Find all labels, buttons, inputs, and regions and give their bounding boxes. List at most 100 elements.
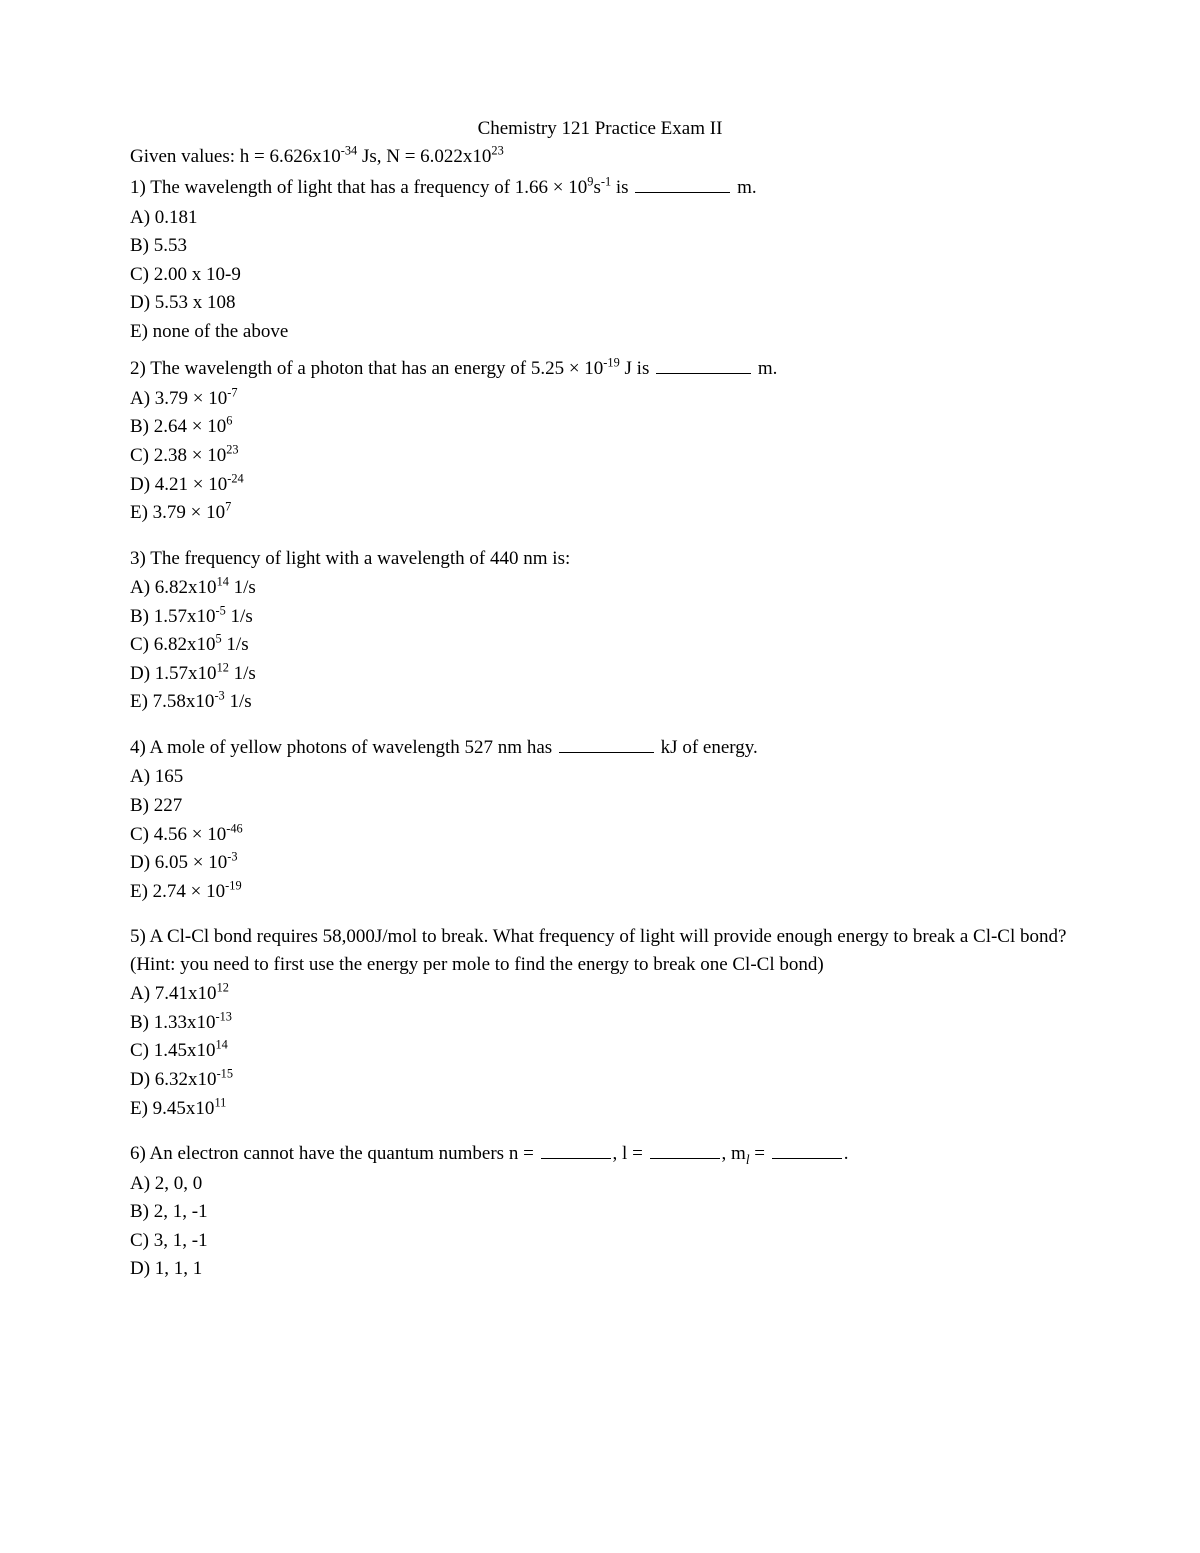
q1-option-c: C) 2.00 x 10-9 (130, 261, 1070, 289)
opt-text: A) 6.82x10 (130, 577, 217, 598)
q4-option-c: C) 4.56 × 10-46 (130, 821, 1070, 849)
q1-text-post2: m. (732, 177, 756, 198)
q6-option-c: C) 3, 1, -1 (130, 1227, 1070, 1255)
q4-option-a: A) 165 (130, 763, 1070, 791)
q5-option-e: E) 9.45x1011 (130, 1095, 1070, 1123)
q4-text: 4) A mole of yellow photons of wavelengt… (130, 737, 557, 758)
blank (656, 356, 751, 374)
opt-exp: 7 (225, 500, 231, 514)
question-5-stem: 5) A Cl-Cl bond requires 58,000J/mol to … (130, 923, 1070, 978)
q6-text-mid1: , l = (613, 1143, 648, 1164)
q1-option-d: D) 5.53 x 108 (130, 289, 1070, 317)
opt-exp: 23 (226, 443, 238, 457)
opt-exp: 6 (226, 414, 232, 428)
q2-option-e: E) 3.79 × 107 (130, 499, 1070, 527)
q6-text-mid3: = (750, 1143, 770, 1164)
q6-option-b: B) 2, 1, -1 (130, 1198, 1070, 1226)
question-6-stem: 6) An electron cannot have the quantum n… (130, 1140, 1070, 1168)
opt-exp: 12 (217, 661, 229, 675)
given-text: Given values: h = 6.626x10 (130, 146, 341, 167)
q4-option-e: E) 2.74 × 10-19 (130, 878, 1070, 906)
q1-exp2: -1 (601, 175, 611, 189)
opt-text: B) 2.64 × 10 (130, 416, 226, 437)
opt-exp: -3 (227, 850, 237, 864)
question-1-stem: 1) The wavelength of light that has a fr… (130, 174, 1070, 202)
q3-option-a: A) 6.82x1014 1/s (130, 574, 1070, 602)
q4-option-b: B) 227 (130, 792, 1070, 820)
opt-text: D) 1.57x10 (130, 663, 217, 684)
q2-option-b: B) 2.64 × 106 (130, 413, 1070, 441)
question-4-stem: 4) A mole of yellow photons of wavelengt… (130, 734, 1070, 762)
opt-post: 1/s (222, 634, 249, 655)
q5-option-b: B) 1.33x10-13 (130, 1009, 1070, 1037)
opt-text: E) 2.74 × 10 (130, 881, 225, 902)
question-1: 1) The wavelength of light that has a fr… (130, 174, 1070, 345)
question-6: 6) An electron cannot have the quantum n… (130, 1140, 1070, 1283)
opt-text: D) 6.05 × 10 (130, 852, 227, 873)
opt-exp: -19 (225, 878, 241, 892)
opt-exp: -15 (217, 1067, 233, 1081)
question-2-stem: 2) The wavelength of a photon that has a… (130, 355, 1070, 383)
question-4: 4) A mole of yellow photons of wavelengt… (130, 734, 1070, 905)
q4-text-post: kJ of energy. (656, 737, 758, 758)
q2-text-post: m. (753, 358, 777, 379)
q3-option-e: E) 7.58x10-3 1/s (130, 688, 1070, 716)
opt-text: D) 6.32x10 (130, 1069, 217, 1090)
blank (541, 1141, 611, 1159)
q3-option-b: B) 1.57x10-5 1/s (130, 603, 1070, 631)
question-2: 2) The wavelength of a photon that has a… (130, 355, 1070, 526)
blank (650, 1141, 720, 1159)
q1-text-post1: is (611, 177, 633, 198)
question-3-stem: 3) The frequency of light with a wavelen… (130, 545, 1070, 573)
opt-exp: -46 (226, 821, 242, 835)
q1-text-mid: s (593, 177, 600, 198)
opt-text: A) 3.79 × 10 (130, 388, 227, 409)
opt-text: B) 1.33x10 (130, 1012, 216, 1033)
q2-option-d: D) 4.21 × 10-24 (130, 471, 1070, 499)
opt-exp: -13 (216, 1010, 232, 1024)
opt-exp: 14 (217, 575, 229, 589)
q5-option-c: C) 1.45x1014 (130, 1037, 1070, 1065)
q1-option-a: A) 0.181 (130, 204, 1070, 232)
q3-option-c: C) 6.82x105 1/s (130, 631, 1070, 659)
page-title: Chemistry 121 Practice Exam II (130, 115, 1070, 143)
q4-option-d: D) 6.05 × 10-3 (130, 849, 1070, 877)
q6-text: 6) An electron cannot have the quantum n… (130, 1143, 539, 1164)
opt-text: D) 4.21 × 10 (130, 474, 227, 495)
opt-text: C) 2.38 × 10 (130, 445, 226, 466)
opt-post: 1/s (229, 577, 256, 598)
q2-text-mid: J is (620, 358, 654, 379)
q2-option-a: A) 3.79 × 10-7 (130, 385, 1070, 413)
opt-text: E) 7.58x10 (130, 691, 214, 712)
q1-text: 1) The wavelength of light that has a fr… (130, 177, 587, 198)
opt-exp: 12 (217, 981, 229, 995)
opt-post: 1/s (226, 606, 253, 627)
opt-exp: 11 (214, 1095, 226, 1109)
opt-exp: -3 (214, 689, 224, 703)
given-text-mid: Js, N = 6.022x10 (357, 146, 491, 167)
given-exp2: 23 (491, 143, 503, 157)
opt-text: A) 7.41x10 (130, 983, 217, 1004)
given-exp1: -34 (341, 143, 357, 157)
q6-option-a: A) 2, 0, 0 (130, 1170, 1070, 1198)
blank (635, 175, 730, 193)
opt-text: E) 3.79 × 10 (130, 502, 225, 523)
q2-text: 2) The wavelength of a photon that has a… (130, 358, 603, 379)
question-3: 3) The frequency of light with a wavelen… (130, 545, 1070, 716)
opt-exp: -7 (227, 386, 237, 400)
q1-option-b: B) 5.53 (130, 232, 1070, 260)
opt-text: C) 1.45x10 (130, 1040, 216, 1061)
q6-option-d: D) 1, 1, 1 (130, 1255, 1070, 1283)
q5-option-a: A) 7.41x1012 (130, 980, 1070, 1008)
q5-option-d: D) 6.32x10-15 (130, 1066, 1070, 1094)
opt-text: C) 6.82x10 (130, 634, 216, 655)
opt-exp: -24 (227, 471, 243, 485)
q6-text-mid2: , m (722, 1143, 746, 1164)
opt-text: C) 4.56 × 10 (130, 824, 226, 845)
opt-text: B) 1.57x10 (130, 606, 216, 627)
opt-post: 1/s (229, 663, 256, 684)
blank (772, 1141, 842, 1159)
question-5: 5) A Cl-Cl bond requires 58,000J/mol to … (130, 923, 1070, 1122)
q2-exp: -19 (603, 356, 619, 370)
opt-exp: -5 (216, 603, 226, 617)
